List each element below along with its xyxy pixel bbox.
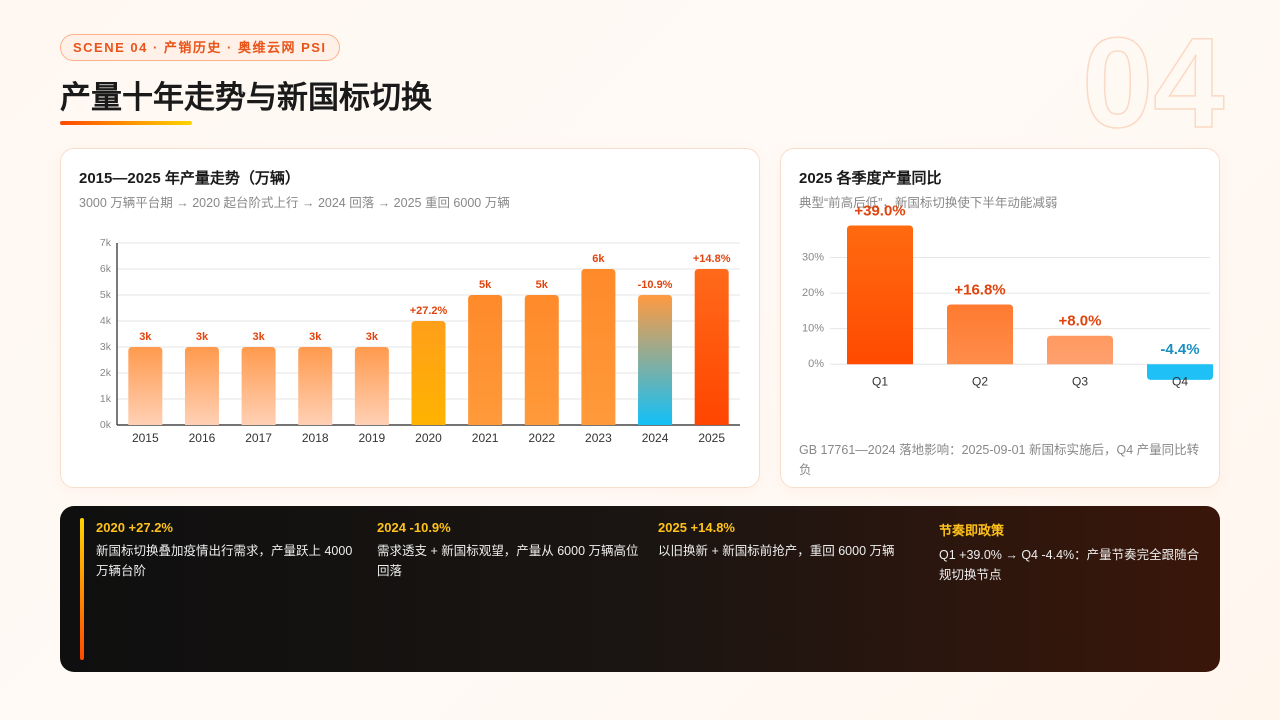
- change-label: +27.2%: [410, 305, 448, 317]
- highlight-text: 以旧换新 + 新国标前抢产，重回 6000 万辆: [658, 544, 895, 558]
- bar: [184, 347, 219, 425]
- x-tick-label: Q3: [1072, 374, 1088, 388]
- chart-title: 2025 各季度产量同比: [799, 170, 942, 187]
- y-tick-label: 7k: [100, 237, 112, 249]
- value-label: 5k: [536, 279, 549, 291]
- scene-number: 04: [1081, 11, 1225, 156]
- x-tick-label: 2020: [415, 431, 442, 445]
- x-tick-label: Q2: [972, 374, 988, 388]
- highlight-text: Q1 +39.0% → Q4 -4.4%：产量节奏完全跟随合规切换节点: [939, 548, 1200, 582]
- y-tick-label: 5k: [100, 289, 112, 301]
- y-tick-label: 0%: [808, 358, 824, 370]
- x-tick-label: 2017: [245, 431, 272, 445]
- highlight: 节奏即政策 Q1 +39.0% → Q4 -4.4%：产量节奏完全跟随合规切换节点: [939, 520, 1204, 585]
- bar: [1147, 364, 1213, 380]
- value-label: 3k: [196, 331, 209, 343]
- bar: [128, 347, 163, 425]
- y-tick-label: 30%: [802, 251, 824, 263]
- y-tick-label: 2k: [100, 367, 112, 379]
- y-tick-label: 20%: [802, 287, 824, 299]
- bar: [638, 295, 673, 425]
- value-label: 3k: [139, 331, 152, 343]
- value-label: 3k: [309, 331, 322, 343]
- bar: [581, 269, 616, 425]
- value-label: 3k: [366, 331, 379, 343]
- charts: 0k 1k 2k 3k 4k 5k 6k 7k 3k 2015 3k 2016 3k 2017 3k 2018…: [100, 203, 1213, 445]
- y-tick-label: 0k: [100, 419, 112, 431]
- accent-bar: [80, 518, 84, 660]
- x-tick-label: 2021: [472, 431, 499, 445]
- page-title: 产量十年走势与新国标切换: [60, 80, 432, 115]
- bar: [847, 225, 913, 365]
- highlight-title: 2025 +14.8%: [658, 520, 735, 535]
- bar: [411, 321, 446, 425]
- value-label: +8.0%: [1059, 313, 1102, 330]
- x-tick-label: 2023: [585, 431, 612, 445]
- bar: [468, 295, 503, 425]
- x-tick-label: 2022: [528, 431, 555, 445]
- bar: [1047, 335, 1113, 365]
- change-label: -10.9%: [638, 279, 673, 291]
- scene-tag: SCENE 04 · 产销历史 · 奥维云网 PSI: [60, 34, 340, 61]
- chart-subtitle: 3000 万辆平台期 → 2020 起台阶式上行 → 2024 回落 → 202…: [79, 196, 510, 210]
- change-label: +14.8%: [693, 253, 731, 265]
- highlight: 2024 -10.9% 需求透支 + 新国标观望，产量从 6000 万辆高位回落: [377, 520, 642, 581]
- bar: [694, 269, 729, 425]
- x-tick-label: 2024: [642, 431, 669, 445]
- bar: [524, 295, 559, 425]
- bar: [298, 347, 333, 425]
- highlight-text: 新国标切换叠加疫情出行需求，产量跃上 4000 万辆台阶: [96, 544, 353, 578]
- bar: [354, 347, 389, 425]
- highlight-title: 2020 +27.2%: [96, 520, 173, 535]
- highlight-panel: [60, 506, 1220, 672]
- value-label: 6k: [592, 253, 605, 265]
- highlight-title: 节奏即政策: [939, 523, 1005, 538]
- x-tick-label: Q1: [872, 374, 888, 388]
- highlight: 2025 +14.8% 以旧换新 + 新国标前抢产，重回 6000 万辆: [658, 520, 923, 561]
- y-tick-label: 1k: [100, 393, 112, 405]
- value-label: +39.0%: [854, 203, 905, 220]
- y-tick-label: 3k: [100, 341, 112, 353]
- title-underline: [60, 121, 192, 125]
- chart-subtitle: 典型“前高后低”，新国标切换使下半年动能减弱: [799, 196, 1058, 210]
- value-label: -4.4%: [1160, 341, 1199, 358]
- x-tick-label: Q4: [1172, 374, 1188, 388]
- x-tick-label: 2025: [698, 431, 725, 445]
- x-tick-label: 2019: [359, 431, 386, 445]
- y-tick-label: 6k: [100, 263, 112, 275]
- chart-note: GB 17761—2024 落地影响：2025-09-01 新国标实施后，Q4 …: [799, 443, 1200, 477]
- bar: [241, 347, 276, 425]
- highlight: 2020 +27.2% 新国标切换叠加疫情出行需求，产量跃上 4000 万辆台阶: [96, 520, 361, 581]
- y-tick-label: 10%: [802, 323, 824, 335]
- value-label: +16.8%: [954, 281, 1005, 298]
- highlight-title: 2024 -10.9%: [377, 520, 451, 535]
- x-tick-label: 2016: [189, 431, 216, 445]
- y-tick-label: 4k: [100, 315, 112, 327]
- highlight-text: 需求透支 + 新国标观望，产量从 6000 万辆高位回落: [377, 544, 639, 578]
- x-tick-label: 2015: [132, 431, 159, 445]
- value-label: 5k: [479, 279, 492, 291]
- value-label: 3k: [252, 331, 265, 343]
- x-tick-label: 2018: [302, 431, 329, 445]
- bar: [947, 304, 1013, 365]
- chart-title: 2015—2025 年产量走势（万辆）: [79, 170, 300, 187]
